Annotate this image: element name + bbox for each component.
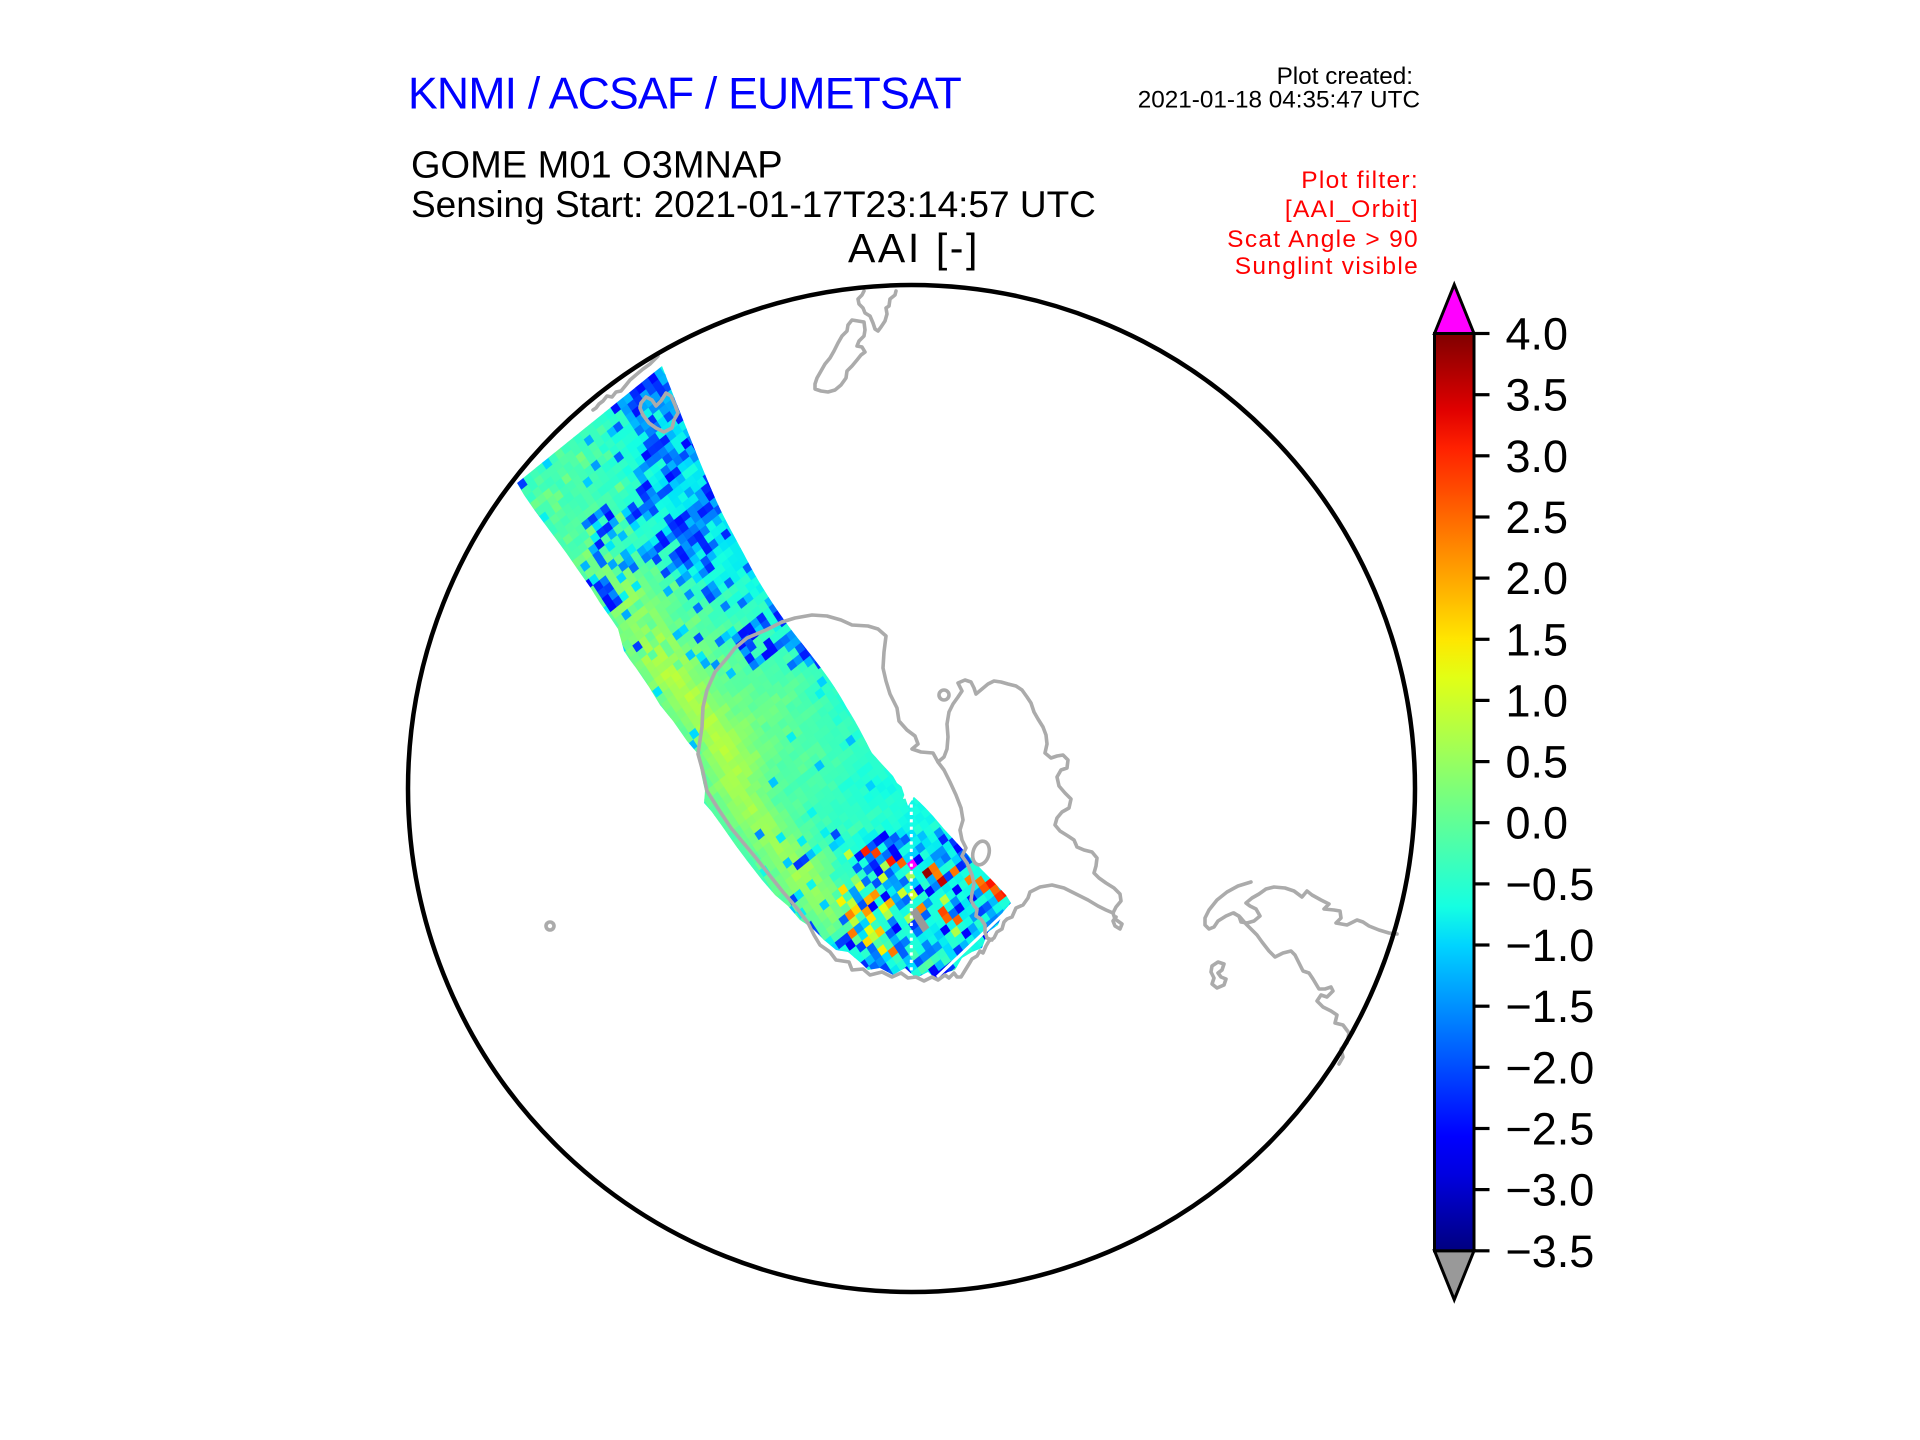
svg-text:0.5: 0.5 <box>1506 737 1569 788</box>
svg-text:2.5: 2.5 <box>1506 492 1569 543</box>
svg-text:Plot created:: Plot created: <box>1277 63 1413 90</box>
svg-text:AAI [-]: AAI [-] <box>848 225 980 271</box>
svg-text:KNMI / ACSAF / EUMETSAT: KNMI / ACSAF / EUMETSAT <box>408 70 962 119</box>
svg-text:−1.5: −1.5 <box>1506 981 1595 1032</box>
svg-text:Plot filter:: Plot filter: <box>1301 167 1419 194</box>
svg-text:3.5: 3.5 <box>1506 370 1569 421</box>
svg-text:4.0: 4.0 <box>1506 309 1569 360</box>
svg-text:−2.0: −2.0 <box>1506 1042 1595 1093</box>
svg-text:−3.5: −3.5 <box>1506 1226 1595 1277</box>
svg-text:2.0: 2.0 <box>1506 553 1569 604</box>
svg-text:[AAI_Orbit]: [AAI_Orbit] <box>1285 196 1419 223</box>
svg-text:1.0: 1.0 <box>1506 675 1569 726</box>
svg-text:Scat Angle > 90: Scat Angle > 90 <box>1227 226 1419 253</box>
svg-text:1.5: 1.5 <box>1506 614 1569 665</box>
svg-text:0.0: 0.0 <box>1506 798 1569 849</box>
svg-text:−0.5: −0.5 <box>1506 859 1595 910</box>
svg-text:−3.0: −3.0 <box>1506 1165 1595 1216</box>
svg-text:3.0: 3.0 <box>1506 431 1569 482</box>
svg-text:−2.5: −2.5 <box>1506 1104 1595 1155</box>
svg-text:2021-01-18 04:35:47 UTC: 2021-01-18 04:35:47 UTC <box>1138 87 1420 114</box>
svg-text:Sunglint visible: Sunglint visible <box>1235 253 1419 280</box>
svg-text:−1.0: −1.0 <box>1506 920 1595 971</box>
svg-text:GOME M01 O3MNAP: GOME M01 O3MNAP <box>411 145 783 187</box>
svg-text:Sensing Start: 2021-01-17T23:1: Sensing Start: 2021-01-17T23:14:57 UTC <box>411 184 1096 225</box>
